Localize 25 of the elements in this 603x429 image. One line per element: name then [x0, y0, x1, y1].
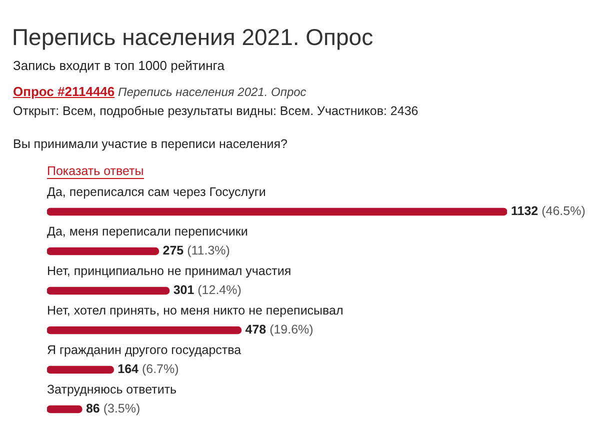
y-tick-label: Нет, принципиально не принимал участия — [47, 264, 292, 278]
data-label: 164 (6.7%) — [118, 362, 179, 376]
bar — [47, 247, 160, 256]
data-label: 86 (3.5%) — [86, 402, 140, 416]
text: Опрос #2114446 — [13, 84, 115, 99]
bar — [47, 286, 170, 295]
data-label: 478 (19.6%) — [245, 322, 314, 337]
chart-subtitle: Запись входит в топ 1000 рейтинга — [13, 58, 224, 73]
y-tick-label: Да, меня переписали переписчики — [47, 224, 248, 239]
y-tick-label: Затрудняюсь ответить — [47, 382, 177, 397]
annotation: Показать ответы — [47, 164, 144, 179]
y-tick-label: Я гражданин другого государства — [47, 343, 242, 358]
chart-title: Перепись населения 2021. Опрос — [12, 24, 374, 51]
y-tick-label: Да, переписался сам через Госуслуги — [47, 185, 266, 200]
text: Открыт: Всем, подробные результаты видны: Всем. Участников: 2436 — [13, 104, 418, 118]
data-label: 1132 (46.5%) — [511, 204, 586, 218]
text: Перепись населения 2021. Опрос — [118, 85, 306, 99]
text: Вы принимали участие в переписи населения? — [13, 137, 288, 151]
bar — [47, 326, 242, 334]
data-label: 301 (12.4%) — [173, 283, 242, 298]
data-label: 275 (11.3%) — [162, 244, 230, 258]
bar — [47, 208, 507, 216]
bar — [47, 405, 82, 414]
bar — [47, 366, 114, 374]
y-tick-label: Нет, хотел принять, но меня никто не переписывал — [47, 304, 344, 318]
